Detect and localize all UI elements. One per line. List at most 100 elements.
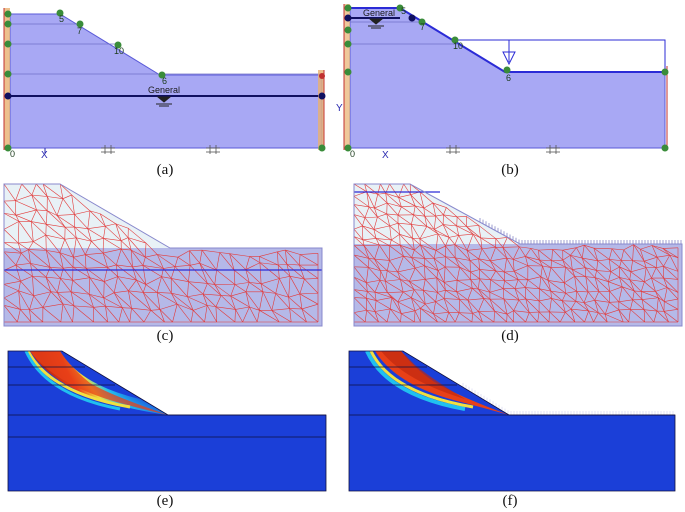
mesh-edge	[157, 292, 172, 294]
mesh-edge	[489, 279, 491, 293]
mesh-edge	[433, 258, 446, 268]
mesh-edge	[353, 244, 365, 247]
mesh-edge	[390, 308, 402, 314]
mesh-edge	[289, 308, 307, 323]
mesh-edge	[481, 248, 491, 262]
mesh-edge	[42, 183, 48, 197]
mesh-edge	[234, 309, 236, 323]
mesh-edge	[549, 298, 552, 313]
mesh-edge	[629, 271, 632, 280]
mesh-edge	[585, 276, 600, 292]
mesh-edge	[103, 292, 115, 299]
mesh-edge	[245, 291, 250, 308]
mesh-edge	[62, 194, 72, 199]
mesh-edge	[444, 279, 458, 283]
mesh-edge	[481, 246, 496, 250]
mesh-edge	[437, 233, 446, 247]
mesh-edge	[353, 225, 363, 230]
mesh-edge	[454, 312, 460, 323]
mesh-edge	[249, 306, 258, 323]
mesh-edge	[45, 234, 61, 253]
mesh-edge	[373, 229, 392, 241]
mesh-edge	[15, 214, 32, 222]
mesh-edge	[643, 309, 646, 323]
mesh-edge	[504, 271, 519, 280]
mesh-edge	[550, 291, 552, 299]
mesh-edge	[367, 291, 375, 293]
mesh-edge	[548, 280, 565, 284]
mesh-upper-d	[354, 184, 520, 244]
mesh-edge	[466, 216, 479, 226]
mesh-edge	[525, 298, 540, 302]
mesh-edge	[362, 225, 377, 239]
mesh-edge	[572, 269, 586, 277]
mesh-edge	[514, 265, 529, 272]
mesh-edge	[651, 267, 657, 279]
mesh-edge	[456, 291, 460, 300]
mesh-edge	[366, 297, 377, 301]
mesh-edge	[608, 259, 612, 272]
mesh-edge	[277, 251, 279, 266]
mesh-edge	[374, 311, 379, 323]
point-6-a	[158, 71, 166, 79]
point-tr-a	[319, 73, 325, 79]
mesh-edge	[610, 266, 620, 272]
mesh-edge	[419, 233, 439, 240]
mesh-edge	[550, 290, 563, 302]
mesh-edge	[373, 229, 377, 239]
mesh-edge	[467, 288, 473, 301]
mesh-edge	[483, 298, 495, 312]
mesh-edge	[353, 236, 365, 247]
mesh-edge	[386, 202, 399, 216]
mesh-edge	[72, 305, 75, 323]
mesh-edge	[187, 281, 189, 297]
mesh-edge	[202, 293, 217, 307]
mesh-edge	[174, 257, 179, 267]
mesh-edge	[389, 244, 401, 247]
mesh-edge	[662, 248, 671, 256]
mesh-edge	[454, 244, 471, 261]
mesh-edge	[150, 310, 165, 323]
mesh-edge	[249, 282, 262, 285]
mesh-edge	[18, 290, 21, 310]
mesh-edge	[458, 312, 473, 323]
mesh-edge	[60, 303, 64, 323]
mesh-d-svg	[353, 183, 683, 327]
mesh-edge	[480, 237, 496, 239]
caption-d: (d)	[501, 328, 519, 344]
mesh-edge	[60, 278, 73, 281]
mesh-edge	[456, 216, 467, 227]
mesh-edge	[513, 271, 519, 280]
mesh-edge	[74, 305, 94, 308]
mesh-edge	[366, 191, 370, 207]
mesh-edge	[161, 276, 172, 294]
mesh-edge	[467, 299, 479, 312]
mesh-edge	[433, 313, 438, 323]
mesh-edge	[472, 311, 479, 314]
mesh-edge	[102, 252, 117, 266]
mesh-edge	[299, 293, 303, 309]
mesh-edge	[21, 183, 33, 196]
mesh-edge	[113, 292, 123, 308]
mesh-edge	[187, 296, 208, 306]
mesh-edge	[366, 279, 381, 283]
mesh-edge	[245, 291, 260, 311]
mesh-edge	[245, 269, 250, 283]
mesh-edge	[157, 292, 178, 305]
mesh-edge	[377, 213, 387, 218]
mesh-edge	[448, 312, 456, 323]
mesh-edge	[651, 277, 668, 288]
mesh-edge	[469, 258, 479, 261]
mesh-edge	[414, 244, 421, 251]
point-label-6-a: 6	[162, 76, 168, 86]
mesh-edge	[434, 229, 439, 235]
mesh-edge	[470, 269, 480, 273]
mesh-edge	[403, 255, 416, 269]
mesh-edge	[28, 249, 31, 264]
mesh-edge	[115, 223, 129, 229]
mesh-edge	[570, 308, 589, 312]
mesh-edge	[36, 183, 48, 197]
mesh-edge	[663, 311, 669, 323]
mesh-edge	[353, 297, 367, 299]
mesh-edge	[389, 239, 392, 246]
